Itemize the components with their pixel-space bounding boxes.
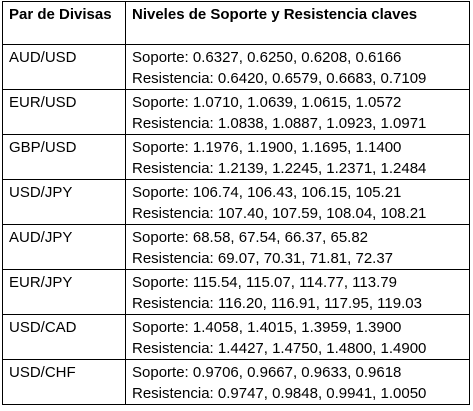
resistance-levels: Resistencia: 0.9747, 0.9848, 0.9941, 1.0… — [132, 385, 427, 402]
table-header-row: Par de Divisas Niveles de Soporte y Resi… — [2, 1, 470, 45]
pair-cell: AUD/USD — [2, 44, 126, 90]
support-levels: Soporte: 1.0710, 1.0639, 1.0615, 1.0572 — [132, 94, 402, 111]
pair-label: EUR/USD — [9, 94, 77, 111]
levels-cell: Soporte: 115.54, 115.07, 114.77, 113.79 … — [125, 269, 470, 315]
pair-cell: USD/JPY — [2, 179, 126, 225]
resistance-levels: Resistencia: 107.40, 107.59, 108.04, 108… — [132, 205, 427, 222]
pair-label: EUR/JPY — [9, 274, 73, 291]
resistance-levels: Resistencia: 1.4427, 1.4750, 1.4800, 1.4… — [132, 340, 427, 357]
pair-label: GBP/USD — [9, 139, 77, 156]
levels-cell: Soporte: 0.6327, 0.6250, 0.6208, 0.6166 … — [125, 44, 470, 90]
table-row: EUR/USD Soporte: 1.0710, 1.0639, 1.0615,… — [2, 89, 470, 135]
support-resistance-table: Par de Divisas Niveles de Soporte y Resi… — [2, 1, 470, 405]
table-row: GBP/USD Soporte: 1.1976, 1.1900, 1.1695,… — [2, 134, 470, 180]
header-pair-label: Par de Divisas — [9, 6, 112, 23]
support-levels: Soporte: 115.54, 115.07, 114.77, 113.79 — [132, 274, 397, 291]
table-row: USD/CHF Soporte: 0.9706, 0.9667, 0.9633,… — [2, 359, 470, 405]
resistance-levels: Resistencia: 69.07, 70.31, 71.81, 72.37 — [132, 250, 394, 267]
levels-cell: Soporte: 0.9706, 0.9667, 0.9633, 0.9618 … — [125, 359, 470, 405]
header-cell-pair: Par de Divisas — [2, 1, 126, 45]
support-levels: Soporte: 0.9706, 0.9667, 0.9633, 0.9618 — [132, 364, 402, 381]
levels-cell: Soporte: 1.4058, 1.4015, 1.3959, 1.3900 … — [125, 314, 470, 360]
header-levels-label: Niveles de Soporte y Resistencia claves — [132, 6, 418, 23]
support-levels: Soporte: 1.4058, 1.4015, 1.3959, 1.3900 — [132, 319, 402, 336]
header-cell-levels: Niveles de Soporte y Resistencia claves — [125, 1, 470, 45]
support-levels: Soporte: 68.58, 67.54, 66.37, 65.82 — [132, 229, 369, 246]
table-row: USD/JPY Soporte: 106.74, 106.43, 106.15,… — [2, 179, 470, 225]
pair-cell: USD/CAD — [2, 314, 126, 360]
table-row: AUD/JPY Soporte: 68.58, 67.54, 66.37, 65… — [2, 224, 470, 270]
resistance-levels: Resistencia: 116.20, 116.91, 117.95, 119… — [132, 295, 422, 312]
pair-cell: EUR/USD — [2, 89, 126, 135]
levels-cell: Soporte: 1.0710, 1.0639, 1.0615, 1.0572 … — [125, 89, 470, 135]
table-row: USD/CAD Soporte: 1.4058, 1.4015, 1.3959,… — [2, 314, 470, 360]
pair-label: USD/CHF — [9, 364, 76, 381]
support-levels: Soporte: 0.6327, 0.6250, 0.6208, 0.6166 — [132, 49, 402, 66]
support-levels: Soporte: 1.1976, 1.1900, 1.1695, 1.1400 — [132, 139, 402, 156]
pair-label: AUD/USD — [9, 49, 77, 66]
pair-cell: EUR/JPY — [2, 269, 126, 315]
levels-cell: Soporte: 1.1976, 1.1900, 1.1695, 1.1400 … — [125, 134, 470, 180]
pair-label: AUD/JPY — [9, 229, 73, 246]
resistance-levels: Resistencia: 1.0838, 1.0887, 1.0923, 1.0… — [132, 115, 427, 132]
pair-cell: AUD/JPY — [2, 224, 126, 270]
resistance-levels: Resistencia: 1.2139, 1.2245, 1.2371, 1.2… — [132, 160, 427, 177]
resistance-levels: Resistencia: 0.6420, 0.6579, 0.6683, 0.7… — [132, 70, 427, 87]
levels-cell: Soporte: 106.74, 106.43, 106.15, 105.21 … — [125, 179, 470, 225]
pair-cell: GBP/USD — [2, 134, 126, 180]
pair-label: USD/JPY — [9, 184, 73, 201]
pair-cell: USD/CHF — [2, 359, 126, 405]
table-row: AUD/USD Soporte: 0.6327, 0.6250, 0.6208,… — [2, 44, 470, 90]
table-row: EUR/JPY Soporte: 115.54, 115.07, 114.77,… — [2, 269, 470, 315]
levels-cell: Soporte: 68.58, 67.54, 66.37, 65.82 Resi… — [125, 224, 470, 270]
support-levels: Soporte: 106.74, 106.43, 106.15, 105.21 — [132, 184, 402, 201]
pair-label: USD/CAD — [9, 319, 77, 336]
